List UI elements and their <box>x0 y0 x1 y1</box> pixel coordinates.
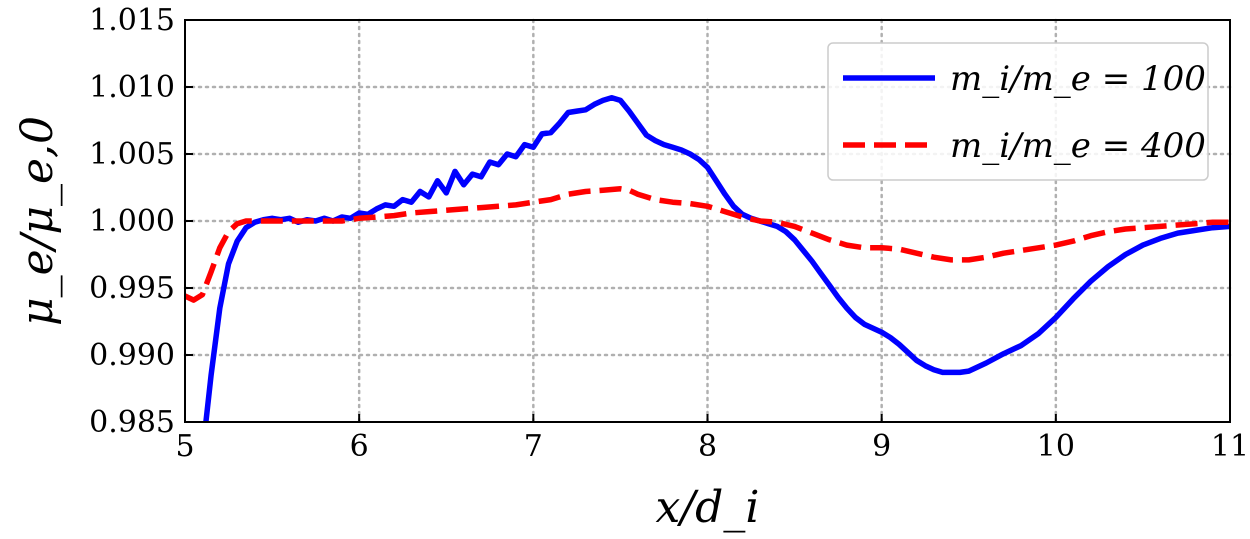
x-tick-label: 11 <box>1211 429 1249 464</box>
series-line-100 <box>203 94 1231 423</box>
series-layer <box>183 94 1231 423</box>
ticks: 5 6 7 8 9 10 11 0.985 0.990 0.995 1.000 1.005 1.010 1… <box>89 3 1249 464</box>
legend-entry-series-400: m_i/m_e = 400 <box>950 126 1206 166</box>
legend: m_i/m_e = 100 m_i/m_e = 400 <box>827 42 1209 181</box>
x-tick-label: 5 <box>175 429 194 464</box>
x-tick-label: 8 <box>698 429 717 464</box>
y-tick-label: 0.985 <box>89 405 175 440</box>
series-line-400 <box>183 186 1230 303</box>
y-tick-label: 1.015 <box>89 3 175 38</box>
x-tick-label: 9 <box>872 429 891 464</box>
x-tick-label: 10 <box>1037 429 1075 464</box>
y-tick-label: 0.990 <box>89 338 175 373</box>
x-tick-label: 6 <box>350 429 369 464</box>
y-tick-label: 1.000 <box>89 204 175 239</box>
y-tick-label: 1.005 <box>89 137 175 172</box>
legend-entry-series-100: m_i/m_e = 100 <box>950 59 1206 99</box>
y-tick-label: 0.995 <box>89 271 175 306</box>
y-tick-label: 1.010 <box>89 70 175 105</box>
y-axis-label: μ_e/μ_e,0 <box>12 116 63 326</box>
x-axis-label: x/d_i <box>656 482 760 533</box>
x-tick-label: 7 <box>524 429 543 464</box>
